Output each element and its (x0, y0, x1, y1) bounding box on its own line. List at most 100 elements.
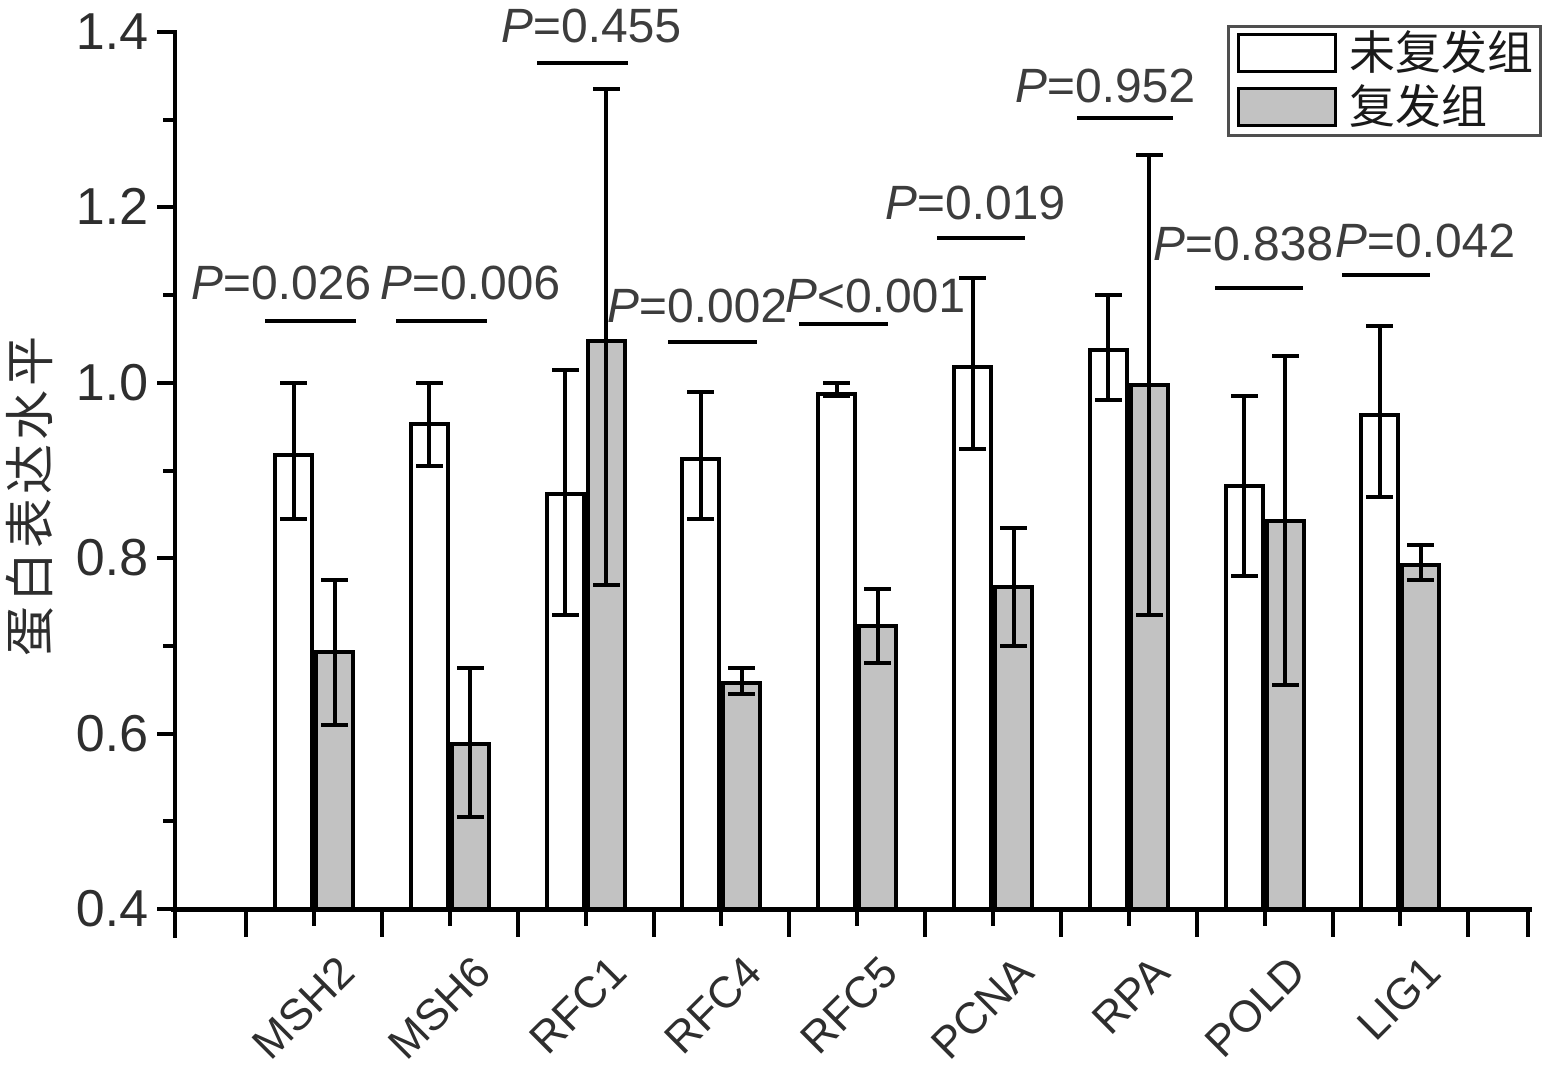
x-boundary-tick (651, 907, 656, 937)
p-value-underline-msh2 (265, 319, 356, 323)
x-center-tick (312, 907, 316, 926)
errorbar-rfc1-recurrence-line (604, 89, 609, 585)
p-value-label-rfc5: P<0.001 (784, 270, 966, 323)
y-tick-label: 1.0 (75, 353, 148, 412)
errorbar-rpa-non-recurrence-line (1106, 295, 1111, 401)
x-axis-line (171, 907, 1532, 912)
y-minor-tick (163, 117, 175, 122)
errorbar-rpa-recurrence-cap-top (1135, 152, 1163, 157)
errorbar-lig1-non-recurrence-line (1377, 325, 1382, 497)
p-value-label-rfc4: P=0.002 (606, 280, 788, 333)
bar-rpa-non-recurrence (1087, 347, 1129, 911)
x-boundary-tick (244, 907, 249, 937)
y-minor-tick (163, 293, 175, 298)
errorbar-pcna-recurrence-cap-bottom (1000, 643, 1027, 648)
errorbar-rfc1-recurrence-cap-top (592, 87, 620, 91)
y-major-tick (157, 205, 175, 210)
y-major-tick (157, 380, 175, 385)
errorbar-pcna-non-recurrence-cap-bottom (959, 446, 986, 451)
x-center-tick (1262, 907, 1267, 926)
errorbar-msh6-non-recurrence-cap-bottom (415, 464, 443, 469)
errorbar-pold-recurrence-cap-top (1271, 354, 1299, 359)
errorbar-pold-recurrence-cap-bottom (1271, 683, 1299, 688)
bar-pcna-non-recurrence (952, 365, 993, 911)
errorbar-lig1-recurrence-cap-bottom (1407, 578, 1435, 583)
p-value-underline-rfc1 (537, 61, 628, 65)
errorbar-msh2-recurrence-line (332, 580, 337, 725)
errorbar-pcna-recurrence-cap-top (1000, 525, 1027, 530)
errorbar-rfc4-recurrence-line (739, 667, 744, 695)
errorbar-rpa-non-recurrence-cap-bottom (1094, 398, 1122, 403)
errorbar-msh2-non-recurrence-cap-top (280, 380, 307, 385)
errorbar-msh2-non-recurrence-cap-bottom (280, 516, 307, 521)
bar-rfc1-non-recurrence (544, 492, 586, 911)
legend-swatch-recurrence (1237, 87, 1337, 127)
x-boundary-tick (1330, 907, 1335, 937)
errorbar-rfc5-recurrence-cap-bottom (864, 661, 892, 666)
y-tick-label: 1.4 (75, 3, 148, 61)
p-value-underline-rpa (1077, 116, 1173, 120)
p-value-label-msh2: P=0.026 (190, 257, 372, 310)
x-center-tick (855, 907, 860, 926)
errorbar-rfc1-non-recurrence-cap-top (551, 367, 579, 372)
y-tick-label: 0.8 (75, 529, 148, 588)
y-axis-spine (173, 30, 177, 938)
bar-pcna-recurrence (993, 584, 1034, 911)
bar-rfc4-recurrence (721, 680, 763, 911)
legend-label-non-recurrence: 未复发组 (1349, 27, 1533, 79)
bar-msh2-non-recurrence (273, 452, 314, 911)
x-center-tick (1398, 907, 1403, 926)
y-axis-title: 蛋白表达水平 (3, 332, 59, 656)
errorbar-rfc5-recurrence-line (875, 588, 880, 664)
p-value-underline-pcna (937, 236, 1025, 240)
errorbar-msh2-recurrence-cap-top (321, 578, 348, 583)
y-tick-label: 1.2 (75, 178, 148, 237)
errorbar-rpa-non-recurrence-cap-top (1094, 293, 1122, 298)
p-value-label-msh6: P=0.006 (379, 257, 561, 310)
x-boundary-tick (923, 907, 928, 937)
y-major-tick (157, 731, 175, 736)
bar-lig1-recurrence (1400, 562, 1442, 911)
errorbar-msh2-non-recurrence-line (291, 382, 296, 519)
errorbar-rfc4-non-recurrence-cap-bottom (687, 516, 715, 521)
p-value-underline-pold (1215, 286, 1303, 290)
errorbar-msh2-recurrence-cap-bottom (321, 722, 348, 727)
errorbar-pold-non-recurrence-cap-top (1230, 393, 1258, 398)
errorbar-rfc4-non-recurrence-cap-top (687, 389, 715, 394)
errorbar-pold-recurrence-line (1283, 356, 1288, 686)
errorbar-msh6-non-recurrence-line (427, 382, 432, 467)
p-value-label-pcna: P=0.019 (884, 177, 1066, 230)
y-tick-label: 0.4 (75, 880, 148, 938)
x-center-tick (583, 907, 588, 926)
p-value-label-rpa: P=0.952 (1014, 60, 1196, 113)
p-value-underline-rfc4 (668, 340, 757, 344)
p-value-underline-rfc5 (799, 322, 888, 326)
errorbar-msh6-recurrence-line (468, 667, 473, 817)
y-minor-tick (163, 468, 175, 473)
errorbar-pcna-non-recurrence-cap-top (959, 275, 986, 280)
legend: 未复发组 复发组 (1227, 25, 1542, 137)
y-minor-tick (163, 819, 175, 824)
errorbar-pold-non-recurrence-cap-bottom (1230, 573, 1258, 578)
y-minor-tick (163, 643, 175, 648)
errorbar-rpa-recurrence-cap-bottom (1135, 613, 1163, 618)
x-center-tick (1126, 907, 1131, 926)
y-major-tick (157, 30, 175, 34)
x-boundary-tick (1058, 907, 1063, 937)
errorbar-rfc5-non-recurrence-line (834, 382, 839, 396)
bar-msh6-non-recurrence (408, 422, 450, 911)
bar-rfc5-recurrence (857, 623, 899, 911)
errorbar-rfc1-non-recurrence-cap-bottom (551, 613, 579, 618)
errorbar-lig1-non-recurrence-cap-top (1366, 323, 1394, 328)
p-value-label-pold: P=0.838 (1152, 218, 1334, 271)
x-center-tick (991, 907, 995, 926)
x-boundary-tick (1194, 907, 1199, 937)
errorbar-msh6-non-recurrence-cap-top (415, 380, 443, 385)
p-value-underline-lig1 (1342, 273, 1430, 277)
x-boundary-tick (515, 907, 520, 937)
errorbar-rfc5-recurrence-cap-top (864, 586, 892, 591)
errorbar-msh6-recurrence-cap-bottom (456, 814, 484, 819)
errorbar-rfc1-recurrence-cap-bottom (592, 582, 620, 587)
bar-rfc4-non-recurrence (680, 457, 722, 911)
